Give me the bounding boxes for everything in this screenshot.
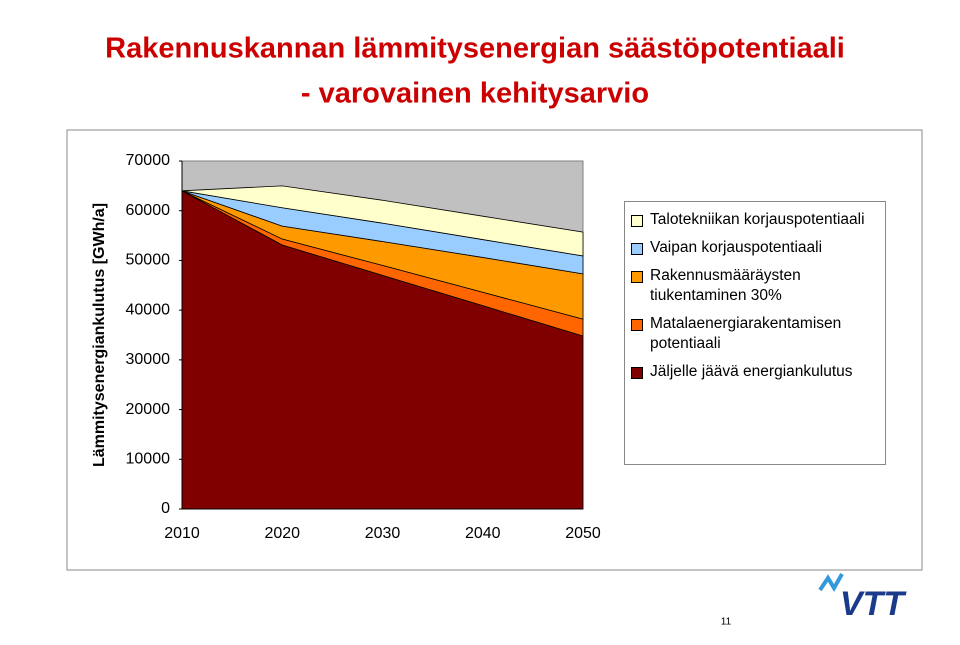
- legend-label: Rakennusmääräysten tiukentaminen 30%: [650, 267, 801, 304]
- x-tick-label: 2040: [465, 525, 501, 542]
- legend-swatch: [631, 319, 643, 331]
- x-tick-label: 2010: [164, 525, 200, 542]
- legend-label: Talotekniikan korjauspotentiaali: [650, 211, 865, 228]
- legend: Talotekniikan korjauspotentiaali Vaipan k…: [624, 201, 886, 465]
- chart-frame: [66, 129, 923, 571]
- y-tick-label: 50000: [126, 252, 171, 269]
- y-tick-label: 20000: [126, 401, 171, 418]
- logo: VTT: [840, 585, 907, 623]
- legend-item: Rakennusmääräysten tiukentaminen 30%: [631, 266, 879, 306]
- y-tick-label: 10000: [126, 451, 171, 468]
- legend-item: Jäljelle jäävä energiankulutus: [631, 362, 879, 382]
- y-tick-label: 40000: [126, 301, 171, 318]
- logo-wave: [818, 573, 844, 592]
- x-tick-label: 2050: [565, 525, 601, 542]
- legend-swatch: [631, 243, 643, 255]
- legend-label: Vaipan korjauspotentiaali: [650, 239, 823, 256]
- page-number: 11: [721, 617, 732, 628]
- x-tick-label: 2020: [264, 525, 300, 542]
- y-tick-label: 70000: [126, 152, 171, 169]
- legend-swatch: [631, 367, 643, 379]
- legend-swatch: [631, 271, 643, 283]
- y-axis-label: Lämmitysenergiankulutus [GWh/a]: [91, 203, 108, 467]
- y-tick-label: 60000: [126, 202, 171, 219]
- x-tick-label: 2030: [365, 525, 401, 542]
- legend-swatch: [631, 215, 643, 227]
- chart-title: Rakennuskannan lämmitysenergian säästöpo…: [105, 33, 845, 65]
- chart-subtitle: - varovainen kehitysarvio: [301, 78, 649, 110]
- legend-item: Matalaenergiarakentamisen potentiaali: [631, 314, 879, 354]
- area: [181, 185, 584, 257]
- legend-item: Vaipan korjauspotentiaali: [631, 238, 879, 258]
- y-tick-label: 30000: [126, 351, 171, 368]
- legend-label: Matalaenergiarakentamisen potentiaali: [650, 315, 842, 352]
- legend-item: Talotekniikan korjauspotentiaali: [631, 210, 879, 230]
- y-tick-label: 0: [161, 500, 170, 517]
- legend-label: Jäljelle jäävä energiankulutus: [650, 363, 853, 380]
